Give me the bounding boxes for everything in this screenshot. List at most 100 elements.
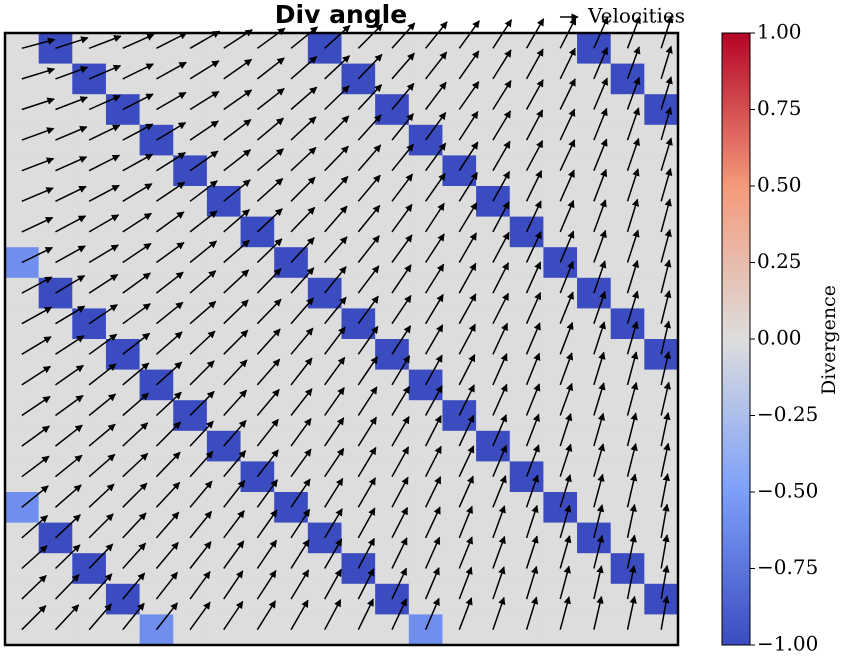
colorbar [721, 32, 751, 646]
velocity-arrow [290, 237, 315, 264]
heat-cell [307, 400, 342, 432]
velocity-arrow [155, 421, 181, 447]
velocity-arrow [357, 446, 377, 478]
quiver [21, 15, 674, 631]
velocity-arrow [391, 22, 416, 49]
heat-cell [644, 94, 679, 126]
heat-cell [274, 369, 309, 401]
velocity-arrow [256, 328, 281, 355]
velocity-arrow [424, 536, 441, 569]
velocity-arrow [324, 538, 343, 569]
velocity-arrow [223, 540, 245, 569]
heat-cell [375, 553, 410, 585]
velocity-arrow [21, 187, 54, 202]
heat-cell [341, 155, 376, 187]
heat-cell [509, 33, 544, 65]
heat-cell [341, 94, 376, 126]
velocity-arrow [55, 364, 84, 386]
velocity-arrow [324, 477, 344, 508]
velocity-arrow [559, 352, 574, 386]
velocity-arrow [256, 117, 284, 141]
velocity-arrow [88, 35, 122, 50]
heat-cell [240, 492, 275, 524]
heat-cell [408, 614, 443, 646]
velocity-arrow [391, 325, 412, 355]
velocity-arrow [155, 241, 185, 264]
heat-cell [509, 247, 544, 279]
velocity-arrow [88, 244, 119, 264]
heat-cell [307, 430, 342, 462]
velocity-arrow [256, 358, 281, 386]
velocity-arrow [391, 598, 408, 631]
velocity-arrow [156, 152, 186, 172]
velocity-arrow [88, 573, 113, 600]
heat-cell [644, 522, 679, 554]
velocity-arrow [122, 512, 147, 539]
velocity-arrow [88, 453, 116, 478]
velocity-arrow [458, 50, 480, 80]
velocity-arrow [626, 46, 641, 80]
velocity-arrow [458, 202, 478, 233]
velocity-arrow [391, 113, 414, 141]
velocity-arrow [559, 413, 573, 447]
velocity-arrow [593, 260, 607, 294]
velocity-arrow [559, 230, 575, 263]
heat-cell [173, 461, 208, 493]
velocity-arrow [492, 292, 510, 325]
velocity-arrow [492, 353, 508, 386]
heat-cell [644, 614, 679, 646]
velocity-arrow [55, 335, 85, 355]
heat-cell [644, 461, 679, 493]
velocity-arrow [660, 228, 672, 263]
velocity-arrow [256, 388, 280, 416]
heat-cell [610, 614, 645, 646]
heat-cell [341, 63, 376, 95]
velocity-arrow [525, 231, 542, 263]
heat-cell [38, 583, 73, 615]
velocity-arrow [559, 504, 572, 539]
velocity-arrow [88, 64, 122, 80]
heat-cell [173, 430, 208, 462]
heat-cell [408, 400, 443, 432]
heat-cell [341, 339, 376, 371]
velocity-arrow [21, 425, 50, 447]
heat-cell [375, 308, 410, 340]
velocity-arrow [189, 570, 211, 600]
velocity-arrow [156, 61, 187, 80]
velocity-arrow [223, 149, 252, 172]
colorbar-tick-label: −0.75 [757, 555, 818, 579]
heat-cell [375, 277, 410, 309]
heat-cell [274, 461, 309, 493]
velocity-arrow [525, 535, 539, 569]
velocity-arrow [122, 183, 153, 202]
velocity-arrow [357, 477, 376, 508]
velocity-arrow [122, 63, 155, 80]
velocity-arrow [290, 206, 316, 233]
heat-cell [105, 614, 141, 646]
velocity-arrow [458, 110, 479, 141]
velocity-arrow [458, 536, 473, 569]
heat-cell [408, 492, 443, 524]
heat-cell [274, 430, 309, 462]
velocity-arrow [525, 170, 543, 202]
velocity-arrow [626, 351, 639, 386]
heat-cell [476, 583, 511, 615]
velocity-arrow [88, 124, 121, 141]
velocity-arrow [525, 291, 542, 325]
heat-cell [644, 155, 679, 187]
velocity-arrow [21, 485, 49, 508]
velocity-arrow [458, 232, 477, 263]
heat-cell [341, 583, 376, 615]
velocity-arrow [223, 179, 251, 202]
heat-cell [375, 124, 410, 156]
heat-cell [206, 614, 242, 646]
heat-cell [139, 614, 174, 646]
velocity-arrow [357, 144, 382, 172]
velocity-arrow [55, 245, 86, 264]
heat-cell [644, 492, 679, 524]
velocity-arrow [458, 353, 476, 386]
heat-cell [274, 339, 309, 371]
velocity-arrow [256, 479, 278, 508]
velocity-arrow [156, 91, 187, 111]
velocity-arrow [424, 597, 440, 630]
